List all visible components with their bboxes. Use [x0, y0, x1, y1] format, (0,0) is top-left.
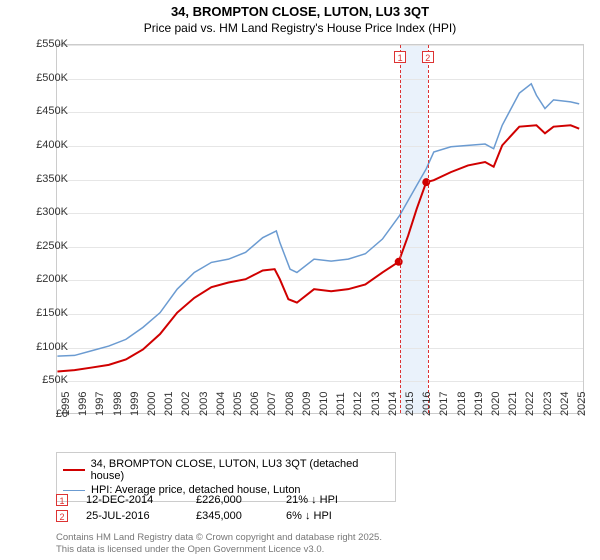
- x-axis-label: 2016: [421, 392, 433, 416]
- page-subtitle: Price paid vs. HM Land Registry's House …: [0, 19, 600, 39]
- legend-swatch: [63, 469, 85, 471]
- legend-row: 34, BROMPTON CLOSE, LUTON, LU3 3QT (deta…: [63, 457, 389, 483]
- x-axis-label: 2012: [352, 392, 364, 416]
- marker-row-date: 25-JUL-2016: [86, 510, 196, 522]
- y-axis-label: £550K: [36, 38, 68, 50]
- x-axis-label: 2009: [301, 392, 313, 416]
- x-axis-label: 1996: [77, 392, 89, 416]
- x-axis-label: 2008: [284, 392, 296, 416]
- marker-row-price: £345,000: [196, 510, 286, 522]
- y-axis-label: £250K: [36, 240, 68, 252]
- marker-row-date: 12-DEC-2014: [86, 494, 196, 506]
- marker-row: 2 25-JUL-2016£345,0006% ↓ HPI: [56, 508, 376, 524]
- marker-dot: [422, 178, 430, 186]
- x-axis-label: 2024: [559, 392, 571, 416]
- marker-row-diff: 6% ↓ HPI: [286, 510, 376, 522]
- y-axis-label: £100K: [36, 341, 68, 353]
- x-axis-label: 2022: [524, 392, 536, 416]
- chart-plot-area: 12: [56, 44, 584, 414]
- marker-line: [400, 45, 401, 413]
- x-axis-label: 2014: [387, 392, 399, 416]
- y-axis-label: £450K: [36, 105, 68, 117]
- marker-row: 1 12-DEC-2014£226,00021% ↓ HPI: [56, 492, 376, 508]
- x-axis-label: 2003: [198, 392, 210, 416]
- legend-swatch: [63, 490, 85, 491]
- x-axis-label: 2000: [146, 392, 158, 416]
- x-axis-label: 2018: [456, 392, 468, 416]
- x-axis-label: 2023: [542, 392, 554, 416]
- x-axis-label: 2006: [249, 392, 261, 416]
- y-axis-label: £50K: [42, 374, 68, 386]
- marker-table: 1 12-DEC-2014£226,00021% ↓ HPI 2 25-JUL-201…: [56, 492, 376, 524]
- x-axis-label: 2007: [266, 392, 278, 416]
- y-axis-label: £400K: [36, 139, 68, 151]
- y-axis-label: £300K: [36, 206, 68, 218]
- x-axis-label: 2004: [215, 392, 227, 416]
- marker-dot: [395, 258, 403, 266]
- y-axis-label: £150K: [36, 307, 68, 319]
- marker-row-price: £226,000: [196, 494, 286, 506]
- footer-line-2: This data is licensed under the Open Gov…: [56, 544, 382, 556]
- y-axis-label: £350K: [36, 173, 68, 185]
- x-axis-label: 2025: [576, 392, 588, 416]
- x-axis-label: 2002: [180, 392, 192, 416]
- x-axis-label: 2010: [318, 392, 330, 416]
- page-title: 34, BROMPTON CLOSE, LUTON, LU3 3QT: [0, 0, 600, 19]
- y-axis-label: £500K: [36, 72, 68, 84]
- x-axis-label: 2020: [490, 392, 502, 416]
- series-hpi: [57, 84, 579, 356]
- x-axis-label: 1995: [60, 392, 72, 416]
- x-axis-label: 2015: [404, 392, 416, 416]
- x-axis-label: 1999: [129, 392, 141, 416]
- y-axis-label: £200K: [36, 273, 68, 285]
- series-subject: [57, 125, 579, 371]
- x-axis-label: 2013: [370, 392, 382, 416]
- marker-line: [428, 45, 429, 413]
- x-axis-label: 2011: [335, 392, 347, 416]
- marker-badge: 2: [422, 51, 434, 63]
- x-axis-label: 1997: [94, 392, 106, 416]
- footer-attribution: Contains HM Land Registry data © Crown c…: [56, 532, 382, 556]
- x-axis-label: 2019: [473, 392, 485, 416]
- marker-row-diff: 21% ↓ HPI: [286, 494, 376, 506]
- chart-svg: [57, 45, 583, 413]
- x-axis-label: 1998: [112, 392, 124, 416]
- footer-line-1: Contains HM Land Registry data © Crown c…: [56, 532, 382, 544]
- x-axis-label: 2017: [438, 392, 450, 416]
- marker-badge: 1: [394, 51, 406, 63]
- marker-row-badge: 1: [56, 494, 68, 506]
- marker-row-badge: 2: [56, 510, 68, 522]
- x-axis-label: 2001: [163, 392, 175, 416]
- x-axis-label: 2005: [232, 392, 244, 416]
- x-axis-label: 2021: [507, 392, 519, 416]
- legend-label: 34, BROMPTON CLOSE, LUTON, LU3 3QT (deta…: [91, 458, 389, 482]
